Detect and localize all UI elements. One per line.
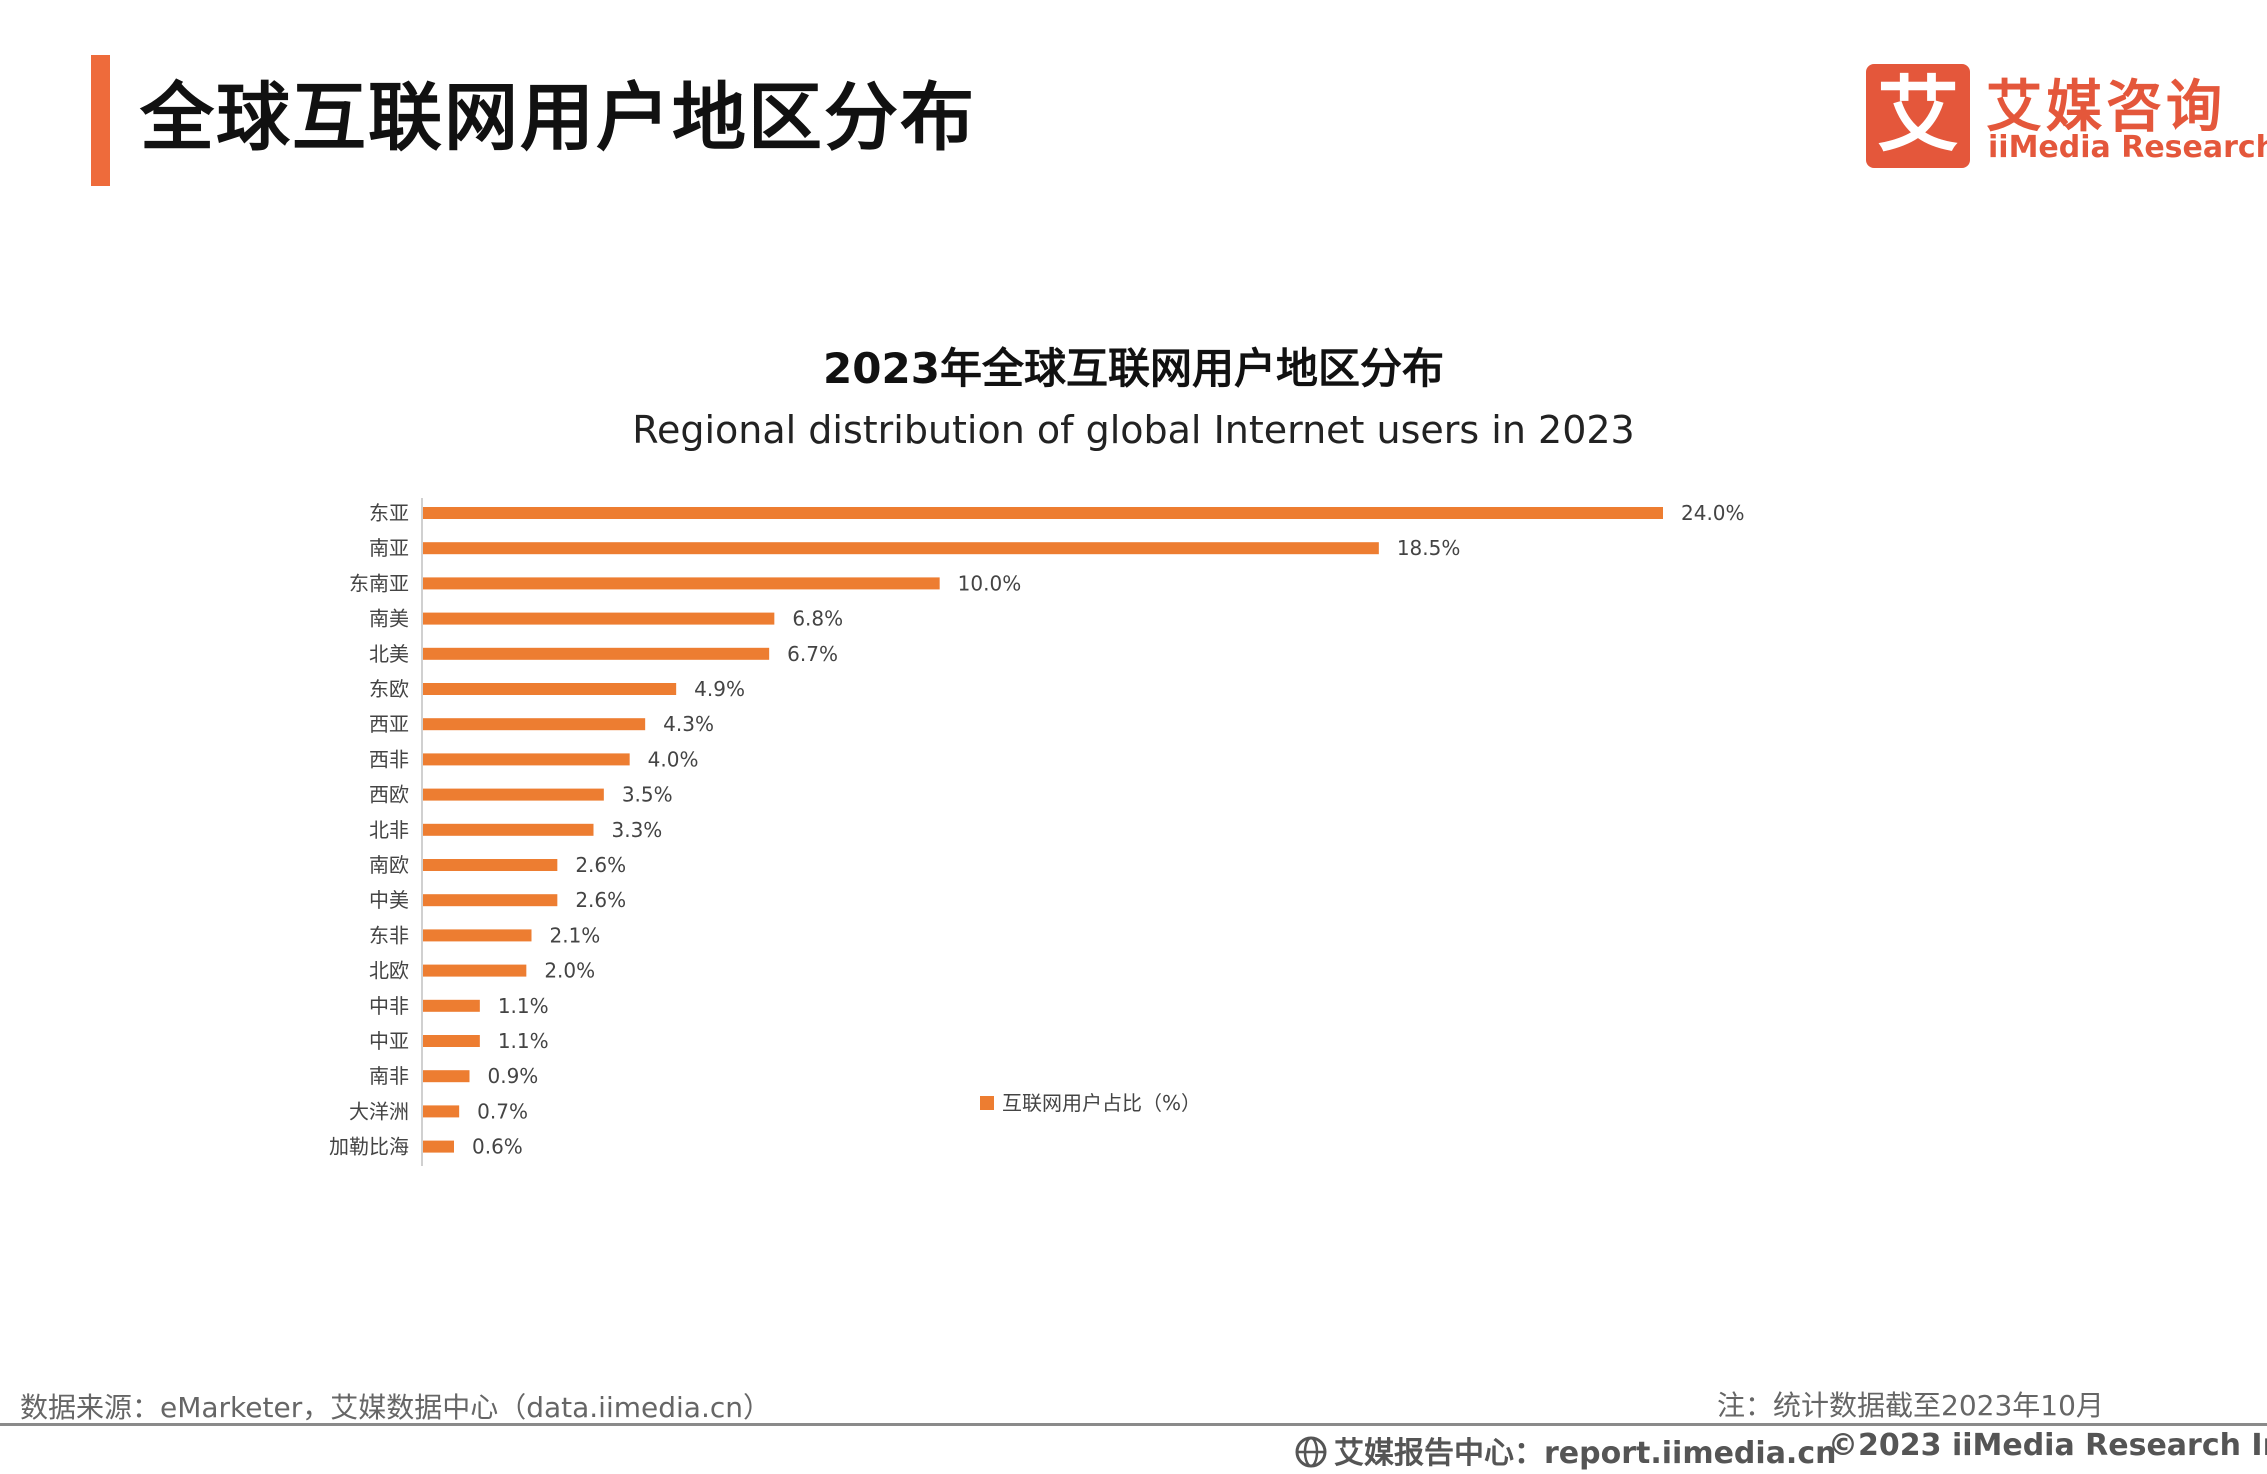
footer-divider [0,1423,2267,1426]
value-label-7: 4.0% [648,747,699,771]
value-label-5: 4.9% [694,677,745,701]
bar-17 [423,1105,460,1118]
bar-9 [423,823,594,836]
value-label-11: 2.6% [575,888,626,912]
category-label-9: 北非 [369,818,409,842]
category-label-15: 中亚 [369,1029,409,1053]
category-label-1: 南亚 [369,536,409,560]
category-label-12: 东非 [369,923,409,947]
category-label-14: 中非 [369,994,409,1018]
value-label-13: 2.0% [544,959,595,983]
value-label-10: 2.6% [575,853,626,877]
bar-18 [423,1140,454,1153]
bar-5 [423,683,677,695]
logo-text-en: iiMedia Research [1988,130,2267,165]
category-label-16: 南非 [369,1064,409,1088]
bar-2 [423,577,940,590]
bar-4 [423,647,770,660]
bar-14 [423,999,480,1012]
footer-report-link[interactable]: 艾媒报告中心：report.iimedia.cn [1294,1428,1836,1472]
bar-8 [423,788,604,801]
category-label-13: 北欧 [369,959,409,983]
category-label-0: 东亚 [369,501,409,525]
category-label-4: 北美 [369,642,409,666]
value-label-16: 0.9% [488,1064,539,1088]
data-note-text: 注：统计数据截至2023年10月 [1717,1389,2104,1422]
category-label-2: 东南亚 [349,571,409,595]
category-label-6: 西亚 [369,712,409,736]
value-label-2: 10.0% [958,571,1022,595]
value-label-18: 0.6% [472,1135,523,1159]
chart-title: 2023年全球互联网用户地区分布 [823,344,1444,393]
title-accent-bar [91,55,110,186]
category-label-17: 大洋洲 [349,1099,409,1123]
category-label-5: 东欧 [369,677,409,701]
legend-label: 互联网用户占比（%） [1002,1091,1201,1115]
category-label-18: 加勒比海 [329,1135,409,1159]
value-label-3: 6.8% [792,607,843,631]
globe-icon [1295,1436,1327,1468]
bar-10 [423,859,558,871]
logo-mark: 艾 [1866,64,1970,168]
value-label-8: 3.5% [622,783,673,807]
bar-7 [423,753,630,766]
legend: 互联网用户占比（%） [980,1091,1201,1115]
logo-text-cn: 艾媒咨询 [1986,75,2226,140]
bar-3 [423,612,775,625]
bar-11 [423,894,558,907]
value-label-14: 1.1% [498,994,549,1018]
footer-copyright: ©2023 iiMedia Research Inc [1828,1428,2267,1463]
value-label-9: 3.3% [612,818,663,842]
legend-swatch [980,1096,994,1110]
category-label-8: 西欧 [369,783,409,807]
bar-16 [423,1070,470,1083]
category-label-11: 中美 [369,888,409,912]
category-label-7: 西非 [369,747,409,771]
value-label-0: 24.0% [1681,501,1745,525]
bar-13 [423,964,527,977]
value-label-17: 0.7% [477,1099,528,1123]
category-label-3: 南美 [369,607,409,631]
value-label-6: 4.3% [663,712,714,736]
value-label-15: 1.1% [498,1029,549,1053]
page-title: 全球互联网用户地区分布 [140,75,976,161]
iimedia-logo: 艾 艾媒咨询 iiMedia Research [1866,62,2267,172]
footer-report-text: 艾媒报告中心：report.iimedia.cn [1334,1436,1837,1471]
bar-1 [423,542,1379,555]
bar-0 [423,507,1663,519]
value-label-4: 6.7% [787,642,838,666]
bar-15 [423,1035,480,1047]
category-label-10: 南欧 [369,853,409,877]
bar-12 [423,929,532,942]
chart-subtitle: Regional distribution of global Internet… [632,408,1635,452]
value-label-12: 2.1% [550,923,601,947]
bars-group: 东亚 24.0% 南亚 18.5% 东南亚 10.0% 南美 6.8% 北美 6.7% 东欧 4.9%… [329,501,1745,1159]
data-source-text: 数据来源：eMarketer，艾媒数据中心（data.iimedia.cn） [20,1391,771,1424]
value-label-1: 18.5% [1397,536,1461,560]
bar-6 [423,718,646,731]
